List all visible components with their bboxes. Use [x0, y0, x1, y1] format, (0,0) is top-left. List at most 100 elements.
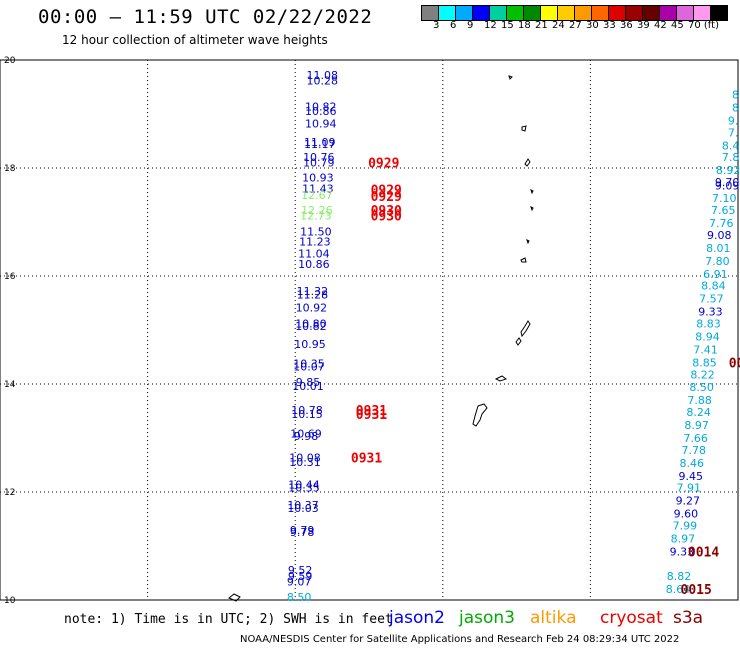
wave-height-value: 7.41: [693, 343, 718, 356]
wave-height-value: 8.4: [722, 139, 740, 152]
scale-swatch: [541, 6, 558, 20]
wave-height-value: 12.73: [300, 210, 332, 223]
wave-height-value: 11.17: [304, 138, 336, 151]
wave-height-value: 11.43: [302, 183, 334, 196]
wave-height-value: 11.04: [298, 247, 330, 260]
pass-time-label: 0015: [681, 583, 712, 598]
scale-swatch: [677, 6, 694, 20]
scale-label: 70 (ft): [688, 20, 719, 31]
map-title: 00:00 – 11:59 UTC 02/22/2022: [38, 6, 373, 28]
lat-label: 12: [4, 488, 15, 498]
wave-height-value: 8.24: [686, 406, 711, 419]
wave-height-value: 9.33: [670, 545, 695, 558]
wave-height-value: 11.32: [297, 285, 329, 298]
scale-swatch: [524, 6, 541, 20]
scale-swatch: [439, 6, 456, 20]
pass-time-labels: 0929092909290930093009310931093100140015…: [351, 157, 740, 599]
wave-height-value: 7.10: [712, 192, 737, 205]
lat-label: 18: [4, 164, 16, 174]
scale-label: 24: [552, 20, 565, 31]
wave-height-value: 10.37: [287, 499, 319, 512]
wave-height-value: 7.91: [677, 482, 702, 495]
wave-height-value: 9.78: [290, 526, 315, 539]
wave-height-value: 11.50: [300, 226, 332, 239]
lon-label: 147: [582, 604, 601, 605]
wave-height-value: 9.09: [715, 179, 740, 192]
axis-labels: 20 18 16 14 12 10135 138 141 144 147 150: [2, 56, 740, 605]
wave-height-value: 9.60: [674, 508, 699, 521]
scale-swatch: [626, 6, 643, 20]
wave-height-value: 9.27: [676, 495, 701, 508]
wave-height-value: 8.83: [696, 318, 721, 331]
lon-label: 138: [140, 604, 159, 605]
wave-height-value: 10.95: [294, 338, 326, 351]
island-guam: [472, 403, 488, 427]
wave-height-value: 6.91: [703, 268, 728, 281]
island-tinian: [515, 337, 522, 346]
wave-height-value: 8.46: [680, 457, 705, 470]
wave-height-value: 8.01: [706, 242, 731, 255]
wave-height-value: 9.45: [679, 470, 704, 483]
pass-time-label: 0929: [371, 190, 402, 205]
pass-time-label: 0931: [351, 451, 382, 466]
wave-height-value: 9.33: [698, 306, 723, 319]
wave-height-value: 10.07: [293, 361, 325, 374]
wave-height-value: 7.57: [699, 293, 724, 306]
scale-swatch: [609, 6, 626, 20]
scale-label: 36: [620, 20, 633, 31]
wave-height-value: 9.85: [296, 376, 321, 389]
scale-swatch: [575, 6, 592, 20]
pass-time-label: 0930: [371, 204, 402, 219]
footer-note: note: 1) Time is in UTC; 2) SWH is in fe…: [64, 612, 393, 627]
color-scale-bar: [421, 5, 728, 21]
wave-height-value: 10.86: [305, 105, 337, 118]
scale-swatch: [507, 6, 524, 20]
scale-label: 27: [569, 20, 582, 31]
wave-height-value: 7.99: [673, 519, 698, 532]
wave-height-value: 7.8: [722, 151, 740, 164]
wave-height-value: 7.: [728, 126, 739, 139]
wave-height-value: 10.86: [298, 258, 330, 271]
scale-swatch: [490, 6, 507, 20]
wave-height-value: 7.80: [705, 255, 730, 268]
lat-label: 10: [4, 596, 16, 605]
scale-label: 33: [603, 20, 616, 31]
pass-time-label: 001: [729, 356, 740, 371]
wave-height-value: 8.85: [692, 356, 717, 369]
wave-height-value: 8.97: [684, 419, 709, 432]
wave-height-value: 7.65: [711, 204, 736, 217]
wave-height-value: 8.92: [716, 164, 740, 177]
track-east-values: 889.7.8.47.88.929.709.097.107.657.769.08…: [666, 89, 740, 597]
wave-height-value: 10.92: [296, 301, 328, 314]
scale-label: 9: [467, 20, 474, 31]
wave-height-value: 8.64: [666, 583, 691, 596]
wave-height-value: 10.93: [302, 172, 334, 185]
wave-height-value: 10.82: [295, 320, 327, 333]
altimeter-map: 20 18 16 14 12 10135 138 141 144 147 150 11.0810.2…: [0, 56, 740, 605]
wave-height-value: 10.03: [287, 502, 319, 515]
wave-height-value: 10.08: [289, 451, 321, 464]
wave-height-value: 10.78: [291, 404, 323, 417]
scale-label: 3: [433, 20, 440, 31]
legend-altika: altika: [530, 608, 577, 628]
lon-label: 150: [722, 604, 740, 605]
scale-swatch: [422, 6, 439, 20]
map-frame: [0, 59, 739, 601]
scale-label: 18: [518, 20, 531, 31]
wave-height-value: 10.01: [292, 380, 324, 393]
lon-label: 135: [2, 604, 21, 605]
wave-height-value: 7.76: [709, 217, 734, 230]
wave-height-value: 10.15: [291, 408, 323, 421]
legend-jason2: jason2: [389, 608, 445, 628]
wave-height-value: 8.50: [287, 591, 312, 604]
island-sarigan: [526, 239, 530, 245]
coastlines: [228, 75, 534, 602]
wave-height-value: 12.26: [301, 204, 333, 217]
island-anatahan: [520, 257, 527, 263]
wave-height-value: 12.67: [301, 189, 333, 202]
wave-height-value: 10.28: [307, 75, 339, 88]
wave-height-value: 8: [732, 89, 739, 102]
wave-height-value: 10.69: [290, 428, 322, 441]
wave-height-value: 9.08: [707, 229, 732, 242]
scale-swatch: [660, 6, 677, 20]
